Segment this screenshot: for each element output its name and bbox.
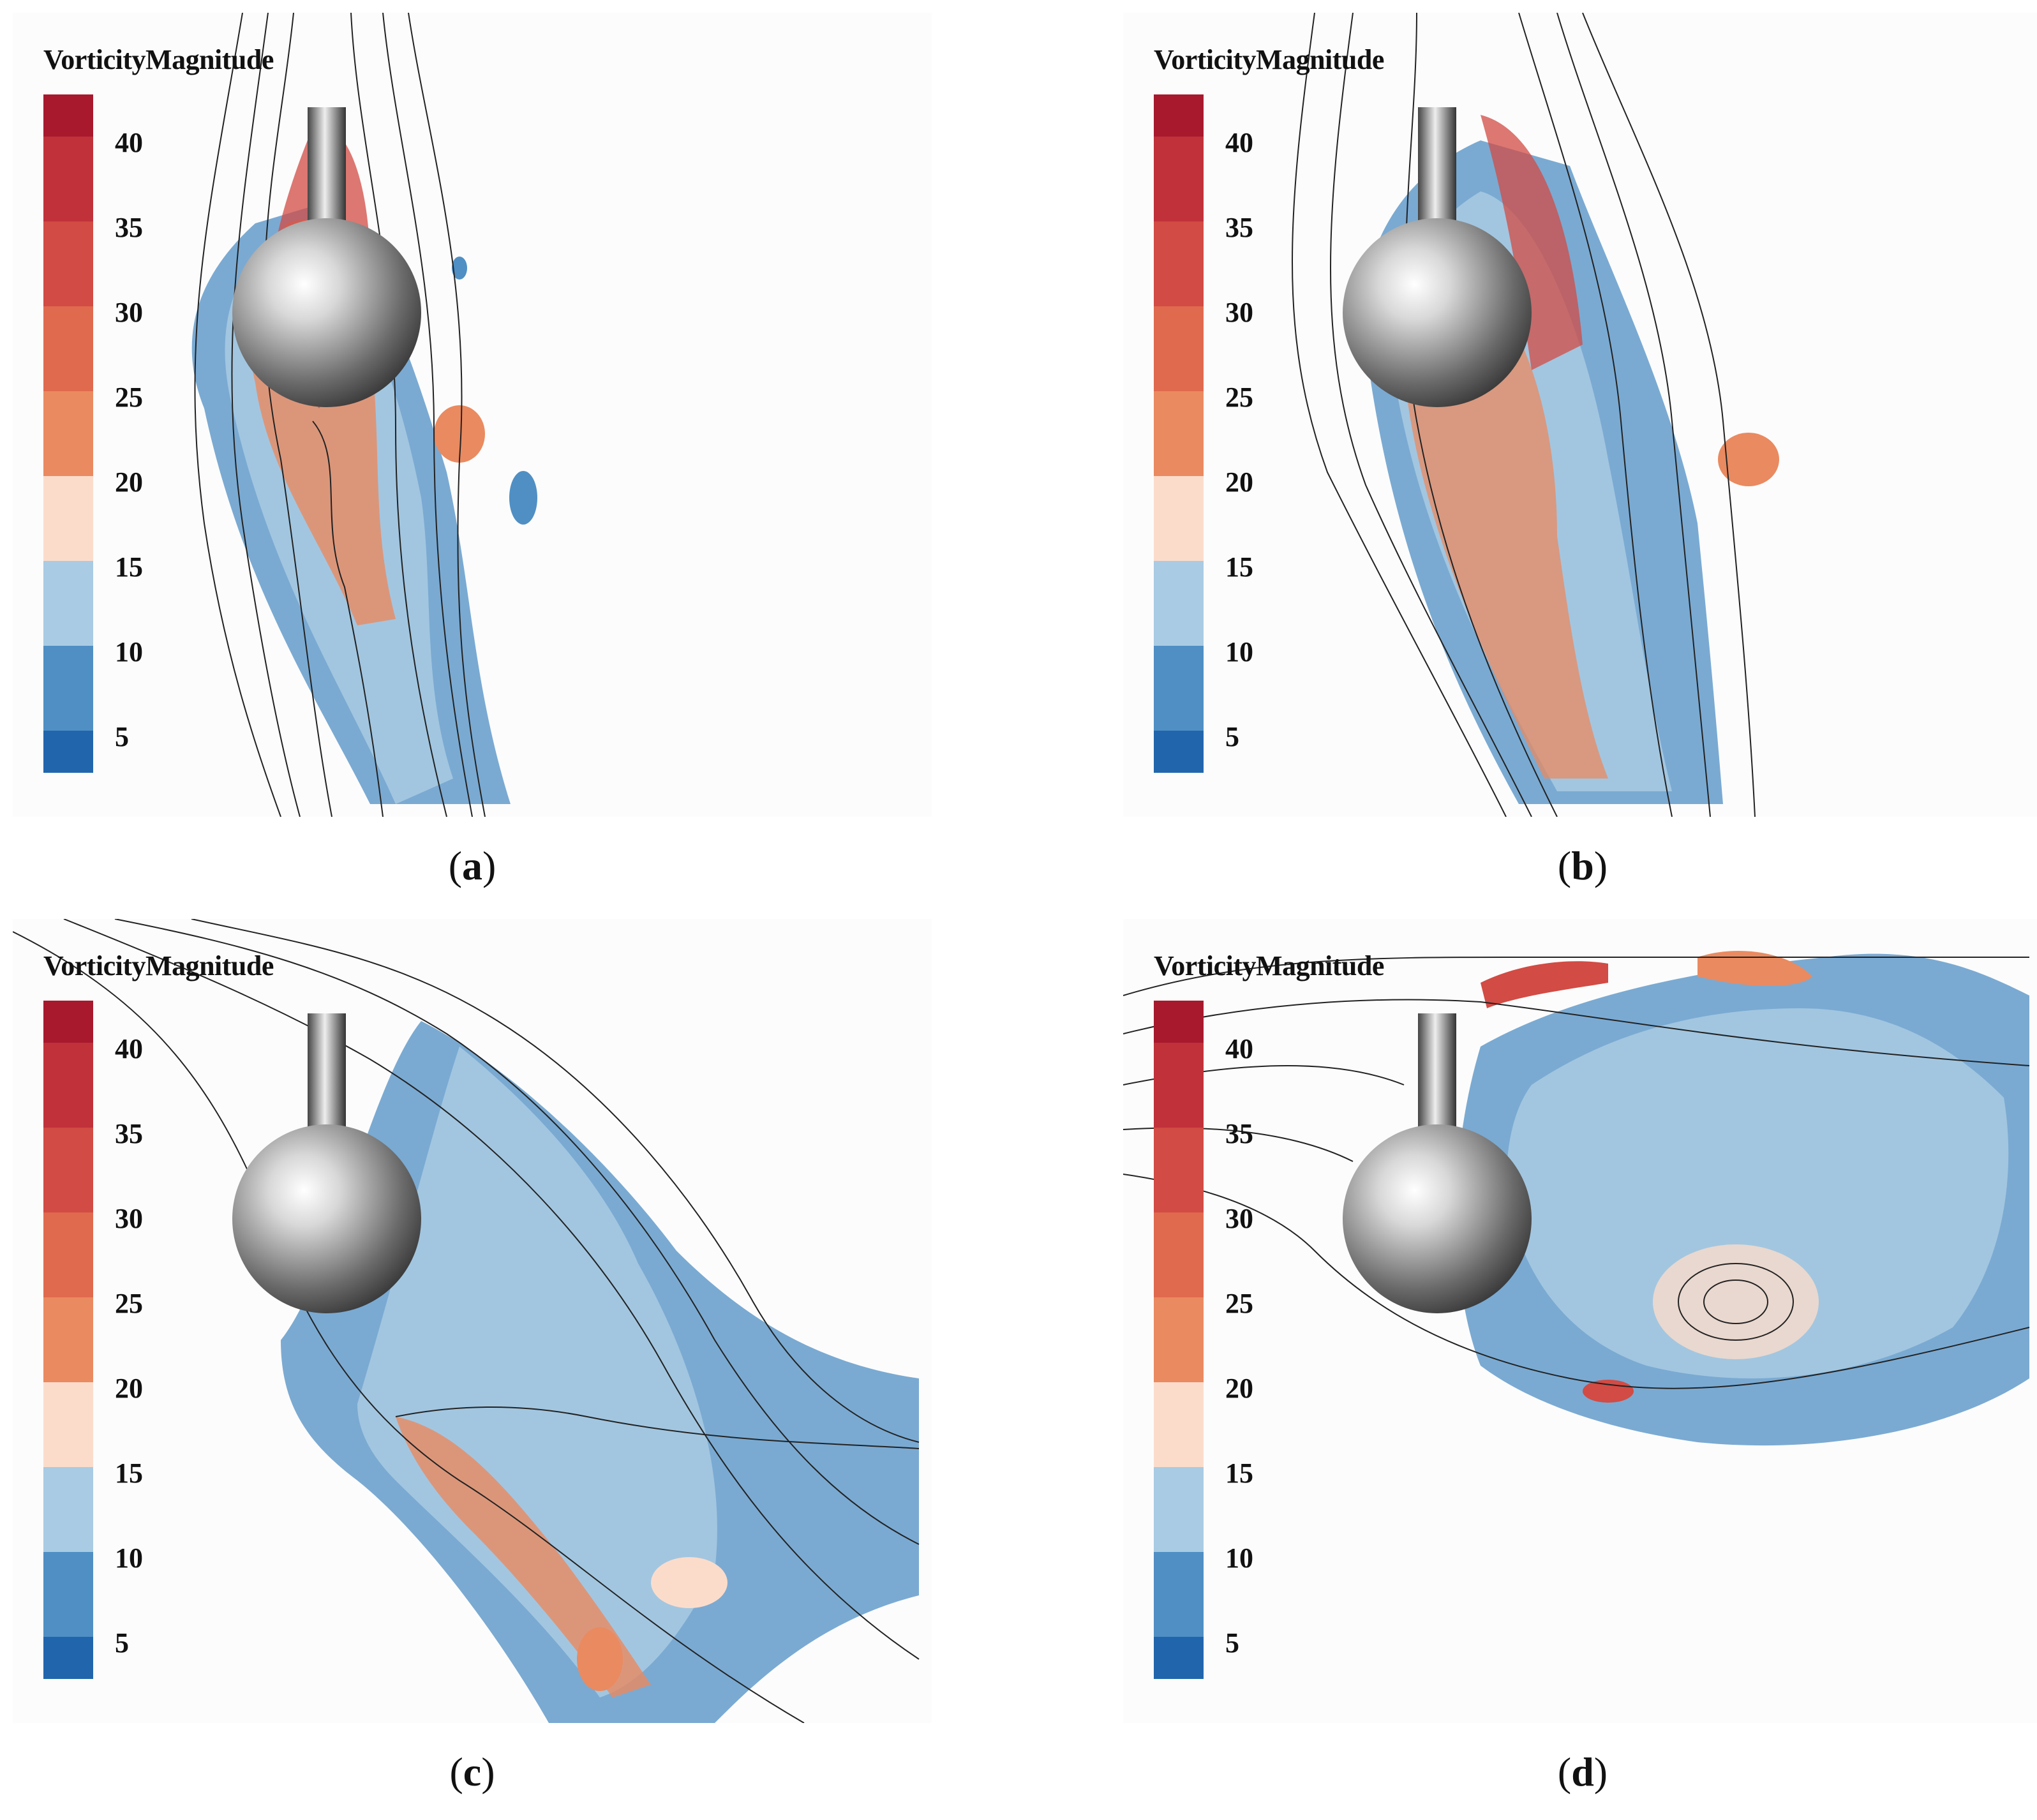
colorbar-tick: 15 [1225, 1458, 1253, 1489]
caption-b: (b) [1557, 843, 1608, 888]
colorbar-tick: 25 [115, 382, 143, 413]
panel-a: VorticityMagnitude 40 35 30 25 20 15 10 … [13, 13, 932, 817]
colorbar-tick: 40 [115, 1033, 143, 1064]
streamlines [194, 13, 486, 817]
colorbar-tick: 35 [1225, 212, 1253, 243]
panel-d: VorticityMagnitude 40 35 30 25 20 15 10 … [1123, 919, 2037, 1723]
colorbar-tick: 20 [115, 466, 143, 498]
colorbar-tick: 30 [115, 1203, 143, 1234]
colorbar-tick: 15 [115, 1458, 143, 1489]
colorbar-tick: 20 [115, 1373, 143, 1404]
colorbar-title: VorticityMagnitude [1154, 950, 1384, 981]
vorticity-field-d [1123, 951, 2030, 1446]
colorbar-title: VorticityMagnitude [43, 950, 274, 981]
colorbar-tick: 35 [1225, 1118, 1253, 1149]
colorbar [1154, 1001, 1204, 1679]
colorbar-tick: 40 [1225, 1033, 1253, 1064]
colorbar-tick: 10 [115, 1542, 143, 1574]
colorbar-tick: 25 [115, 1288, 143, 1319]
colorbar [1154, 94, 1204, 773]
caption-a: (a) [448, 843, 496, 888]
panel-c: VorticityMagnitude 40 35 30 25 20 15 10 … [13, 919, 932, 1723]
caption-c: (c) [449, 1749, 495, 1794]
colorbar-tick: 35 [115, 212, 143, 243]
colorbar-tick: 5 [115, 721, 129, 752]
colorbar-tick: 15 [1225, 551, 1253, 583]
caption-d: (d) [1557, 1749, 1608, 1794]
colorbar [43, 1001, 93, 1679]
colorbar-tick: 5 [1225, 1627, 1239, 1659]
colorbar-tick: 30 [1225, 297, 1253, 328]
sphere-with-stem-icon [1343, 1013, 1532, 1313]
colorbar-tick: 30 [1225, 1203, 1253, 1234]
colorbar-tick: 15 [115, 551, 143, 583]
sphere-with-stem-icon [232, 1013, 421, 1313]
colorbar-tick: 25 [1225, 1288, 1253, 1319]
streamlines [13, 919, 920, 1723]
sphere-with-stem-icon [232, 107, 421, 407]
colorbar-tick: 30 [115, 297, 143, 328]
panel-b: VorticityMagnitude 40 35 30 25 20 15 10 … [1123, 13, 2037, 817]
colorbar-tick: 40 [1225, 127, 1253, 158]
vortex-region [281, 1021, 919, 1723]
streamlines [1292, 13, 1756, 817]
vorticity-field-b [1292, 13, 1779, 817]
colorbar-tick: 10 [1225, 1542, 1253, 1574]
vortex-region [1456, 951, 2029, 1446]
vorticity-field-c [13, 919, 920, 1723]
sphere-with-stem-icon [1343, 107, 1532, 407]
colorbar-tick: 5 [115, 1627, 129, 1659]
colorbar-title: VorticityMagnitude [43, 44, 274, 75]
colorbar-tick: 25 [1225, 382, 1253, 413]
colorbar-tick: 10 [115, 636, 143, 668]
vorticity-field-a [191, 13, 537, 817]
colorbar-tick: 20 [1225, 466, 1253, 498]
colorbar [43, 94, 93, 773]
colorbar-title: VorticityMagnitude [1154, 44, 1384, 75]
colorbar-tick: 5 [1225, 721, 1239, 752]
colorbar-tick: 20 [1225, 1373, 1253, 1404]
colorbar-tick: 40 [115, 127, 143, 158]
colorbar-tick: 35 [115, 1118, 143, 1149]
colorbar-tick: 10 [1225, 636, 1253, 668]
